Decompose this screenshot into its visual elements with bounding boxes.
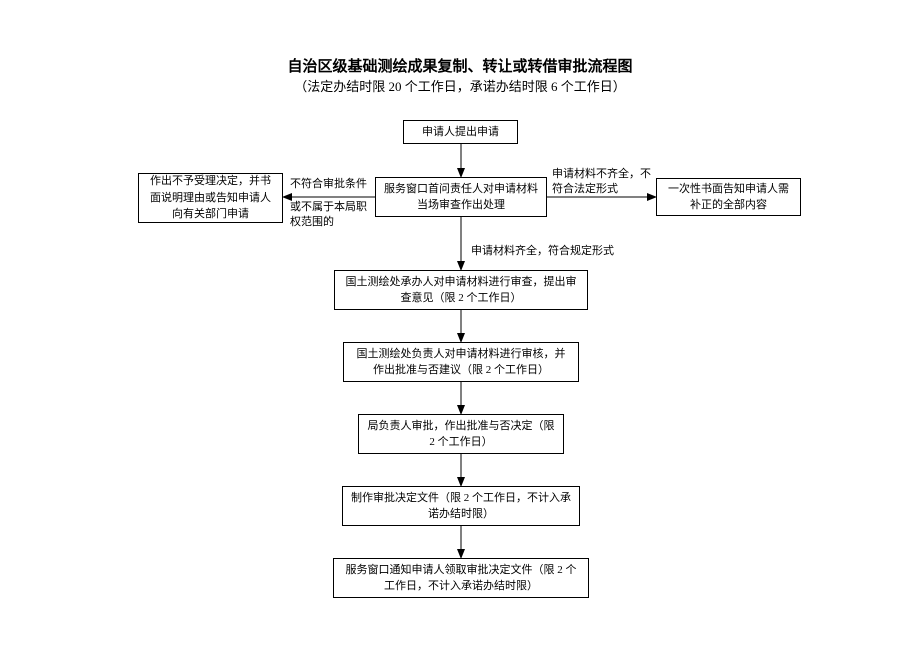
diagram-subtitle: （法定办结时限 20 个工作日，承诺办结时限 6 个工作日） (0, 76, 920, 95)
diagram-title: 自治区级基础测绘成果复制、转让或转借审批流程图 (0, 55, 920, 76)
node-bureau-approve: 局负责人审批，作出批准与否决定（限 2 个工作日） (358, 414, 564, 454)
connector-layer (0, 0, 920, 651)
node-make-doc: 制作审批决定文件（限 2 个工作日，不计入承诺办结时限） (342, 486, 580, 526)
node-supplement: 一次性书面告知申请人需补正的全部内容 (656, 178, 801, 216)
edge-label-incomplete: 申请材料不齐全，不符合法定形式 (552, 167, 652, 198)
node-apply: 申请人提出申请 (403, 120, 518, 144)
node-window-review: 服务窗口首问责任人对申请材料当场审查作出处理 (375, 177, 547, 217)
node-supervisor-review: 国土测绘处负责人对申请材料进行审核，并作出批准与否建议（限 2 个工作日） (343, 342, 579, 382)
node-reject: 作出不予受理决定，并书面说明理由或告知申请人向有关部门申请 (138, 173, 283, 223)
edge-label-reject-1: 不符合审批条件 (290, 177, 367, 192)
edge-label-reject-2: 或不属于本局职权范围的 (290, 200, 376, 231)
node-handler-review: 国土测绘处承办人对申请材料进行审查，提出审查意见（限 2 个工作日） (334, 270, 588, 310)
edge-label-complete: 申请材料齐全，符合规定形式 (471, 244, 614, 259)
node-notify: 服务窗口通知申请人领取审批决定文件（限 2 个工作日，不计入承诺办结时限） (333, 558, 589, 598)
